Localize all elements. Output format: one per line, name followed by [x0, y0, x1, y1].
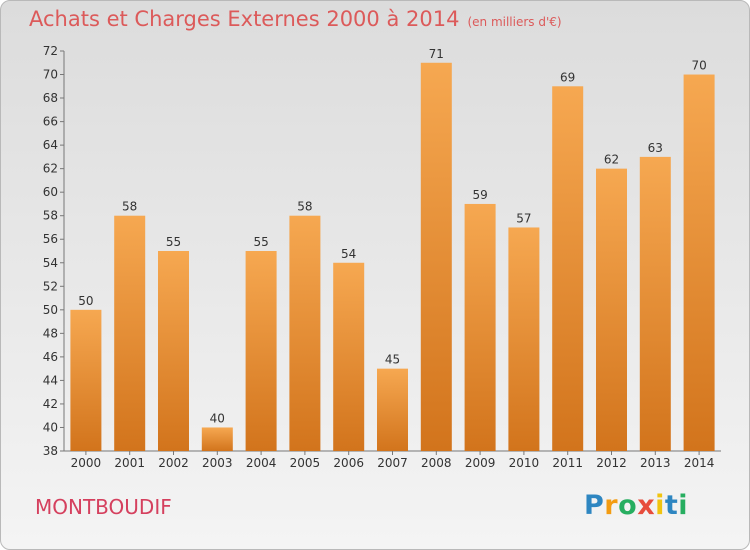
y-tick-label: 58 — [43, 209, 58, 223]
bar — [508, 227, 540, 451]
bar — [552, 86, 584, 451]
y-tick-label: 40 — [43, 420, 58, 434]
y-tick-label: 68 — [43, 91, 58, 105]
chart-labels: 2000 50 2001 58 2002 55 2003 40 2004 55 2005 58 2006… — [71, 47, 715, 470]
x-tick-label: 2003 — [202, 456, 233, 470]
x-tick-label: 2010 — [509, 456, 540, 470]
x-tick-label: 2006 — [333, 456, 364, 470]
y-tick-label: 38 — [43, 444, 58, 458]
bar — [333, 262, 365, 451]
y-tick-label: 64 — [43, 138, 58, 152]
y-tick-label: 72 — [43, 44, 58, 58]
y-tick-label: 70 — [43, 68, 58, 82]
y-tick-label: 44 — [43, 373, 58, 387]
logo-letter: o — [618, 490, 638, 521]
bar-value-label: 45 — [385, 353, 400, 367]
x-tick-label: 2001 — [114, 456, 145, 470]
y-tick-label: 46 — [43, 350, 58, 364]
chart-bars — [70, 62, 715, 451]
commune-name: MONTBOUDIF — [35, 495, 172, 519]
logo-letter: t — [664, 490, 679, 521]
chart-title-text: Achats et Charges Externes 2000 à 2014 — [29, 7, 460, 31]
x-tick-label: 2000 — [71, 456, 102, 470]
bar — [245, 251, 277, 451]
bar-value-label: 70 — [691, 59, 706, 73]
bar-value-label: 55 — [166, 235, 181, 249]
logo-letter: x — [637, 490, 656, 521]
bar-value-label: 55 — [253, 235, 268, 249]
x-tick-label: 2013 — [640, 456, 671, 470]
bar — [289, 215, 321, 451]
bar — [158, 251, 189, 451]
x-tick-label: 2011 — [552, 456, 583, 470]
bar — [377, 368, 408, 451]
logo-letter: i — [655, 490, 665, 521]
x-tick-label: 2012 — [596, 456, 627, 470]
bar — [683, 74, 715, 451]
bar — [114, 215, 146, 451]
y-tick-label: 48 — [43, 326, 58, 340]
bar — [596, 168, 627, 451]
x-tick-label: 2002 — [158, 456, 189, 470]
bar-value-label: 54 — [341, 247, 356, 261]
x-tick-label: 2007 — [377, 456, 408, 470]
chart-axes: 38 40 42 44 46 48 50 52 54 56 58 60 62 64 66 68 70 72 — [43, 44, 721, 458]
bar-value-label: 50 — [78, 294, 93, 308]
x-tick-label: 2005 — [290, 456, 321, 470]
x-tick-label: 2004 — [246, 456, 277, 470]
bar — [420, 62, 452, 451]
y-tick-label: 54 — [43, 256, 58, 270]
logo-letter: r — [604, 490, 619, 521]
bar-value-label: 62 — [604, 153, 619, 167]
bar-value-label: 69 — [560, 70, 575, 84]
proxiti-logo: Proxiti — [584, 490, 688, 521]
logo-letter: i — [678, 490, 689, 521]
y-tick-label: 52 — [43, 279, 58, 293]
y-tick-label: 50 — [43, 303, 58, 317]
y-tick-label: 42 — [43, 397, 58, 411]
bar-value-label: 58 — [297, 200, 312, 214]
bar — [639, 156, 671, 451]
y-tick-label: 56 — [43, 232, 58, 246]
chart-subtitle: (en milliers d'€) — [467, 15, 562, 29]
bar-value-label: 71 — [429, 47, 444, 61]
bar-value-label: 63 — [648, 141, 663, 155]
bar — [201, 427, 233, 451]
x-tick-label: 2014 — [684, 456, 715, 470]
bar-value-label: 57 — [516, 211, 531, 225]
y-tick-label: 66 — [43, 115, 58, 129]
logo-letter: P — [584, 490, 605, 521]
x-tick-label: 2009 — [465, 456, 496, 470]
bar — [70, 309, 102, 451]
y-tick-label: 60 — [43, 185, 58, 199]
bar-value-label: 40 — [210, 411, 225, 425]
chart-title: Achats et Charges Externes 2000 à 2014 (e… — [29, 7, 562, 31]
y-tick-label: 62 — [43, 162, 58, 176]
bar-value-label: 58 — [122, 200, 137, 214]
bar — [464, 203, 496, 451]
x-tick-label: 2008 — [421, 456, 452, 470]
bar-value-label: 59 — [472, 188, 487, 202]
